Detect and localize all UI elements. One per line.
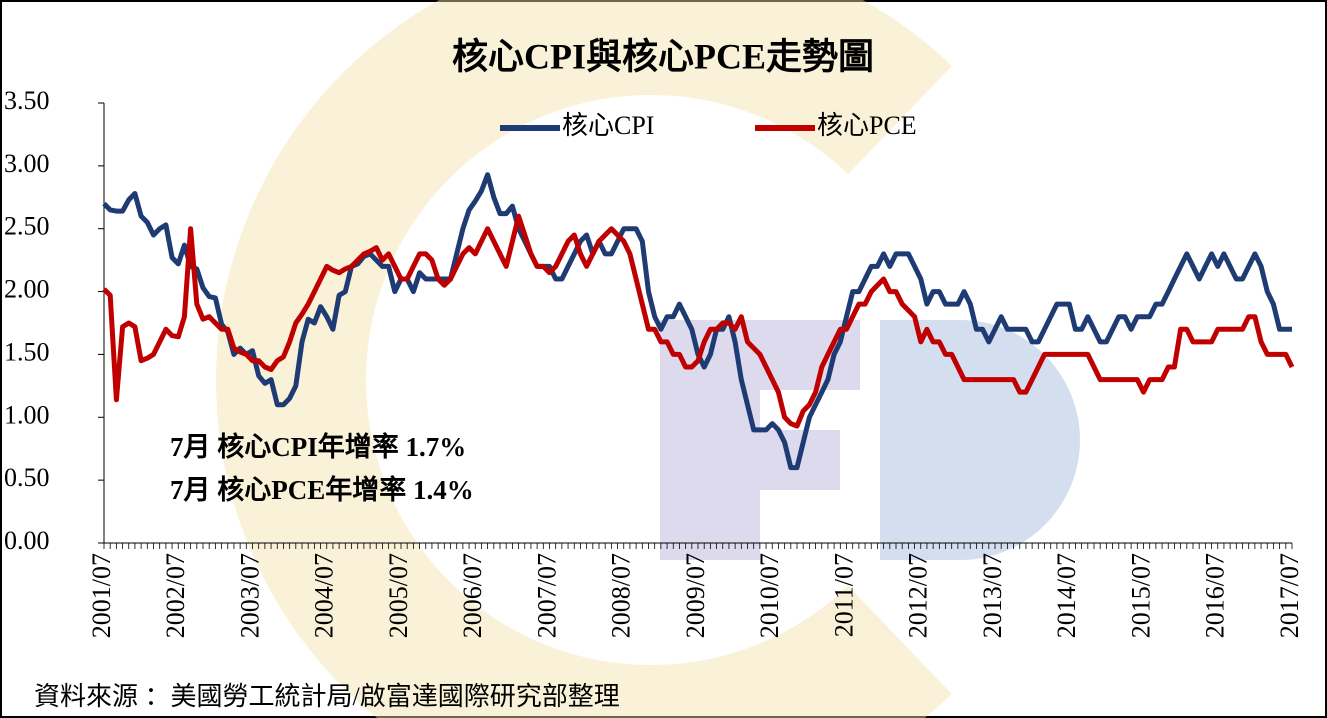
annotation: 7月 核心PCE年增率 1.4% — [170, 474, 474, 505]
legend-label: 核心PCE — [817, 111, 917, 140]
y-tick-label: 0.50 — [4, 463, 50, 492]
watermark — [216, 0, 1080, 718]
x-tick-label: 2009/07 — [681, 553, 710, 638]
x-tick-label: 2015/07 — [1126, 553, 1155, 638]
y-tick-label: 1.00 — [4, 400, 50, 429]
y-tick-label: 3.50 — [4, 86, 50, 115]
watermark-f — [660, 320, 860, 560]
x-tick-label: 2006/07 — [458, 553, 487, 638]
y-tick-label: 1.50 — [4, 337, 50, 366]
series-line — [102, 213, 1295, 429]
x-tick-label: 2017/07 — [1275, 553, 1304, 638]
x-tick-label: 2004/07 — [310, 553, 339, 638]
watermark-arc — [216, 0, 952, 718]
x-tick-label: 2002/07 — [161, 553, 190, 638]
y-tick-label: 0.00 — [4, 526, 50, 555]
y-tick-label: 2.50 — [4, 212, 50, 241]
x-tick-label: 2001/07 — [87, 553, 116, 638]
x-tick-label: 2008/07 — [607, 553, 636, 638]
x-tick-label: 2013/07 — [978, 553, 1007, 638]
x-tick-label: 2010/07 — [755, 553, 784, 638]
x-tick-label: 2003/07 — [235, 553, 264, 638]
chart-title: 核心CPI與核心PCE走勢圖 — [452, 36, 874, 76]
x-tick-label: 2011/07 — [829, 553, 858, 637]
source-note: 資料來源 ：美國勞工統計局/啟富達國際研究部整理 — [34, 682, 620, 711]
x-tick-label: 2005/07 — [384, 553, 413, 638]
x-tick-label: 2014/07 — [1052, 553, 1081, 638]
x-tick-label: 2007/07 — [532, 553, 561, 638]
legend-label: 核心CPI — [562, 111, 654, 140]
x-tick-label: 2012/07 — [904, 553, 933, 638]
x-tick-label: 2016/07 — [1201, 553, 1230, 638]
annotation: 7月 核心CPI年增率 1.7% — [170, 431, 466, 462]
y-tick-label: 3.00 — [4, 149, 50, 178]
y-tick-label: 2.00 — [4, 275, 50, 304]
